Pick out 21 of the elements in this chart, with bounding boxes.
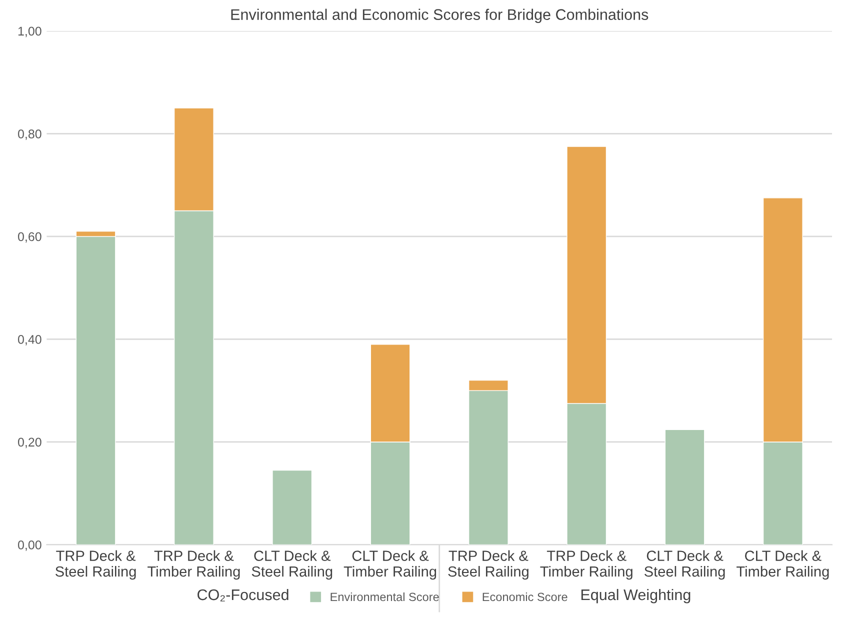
text: CO₂-Focused [198, 588, 288, 602]
legend-label: Economic Score [482, 592, 568, 602]
x-tick-label: CLT Deck & Timber Railing [736, 550, 829, 580]
x-tick-label: CLT Deck & Steel Railing [644, 550, 725, 580]
y-tick-label: 0,20 [18, 438, 42, 448]
x-tick-label: TRP Deck & Steel Railing [448, 550, 528, 580]
y-tick-label: 0,40 [18, 335, 42, 346]
x-tick-label: TRP Deck & Timber Railing [148, 550, 240, 580]
bar [272, 470, 312, 545]
x-tick-label: TRP Deck & Steel Railing [56, 550, 136, 580]
y-tick-label: 1,00 [18, 26, 42, 38]
legend-label: Environmental Score [330, 592, 439, 602]
y-tick-label: 0,60 [18, 232, 42, 243]
x-tick-label: CLT Deck & Steel Railing [252, 550, 332, 580]
text: Equal Weighting [581, 588, 690, 604]
y-tick-label: 0,80 [18, 130, 42, 140]
bar [664, 429, 705, 545]
y-tick-label: 0,00 [18, 540, 42, 551]
x-tick-label: CLT Deck & Timber Railing [344, 550, 436, 580]
x-tick-label: TRP Deck & Timber Railing [540, 550, 632, 580]
chart-title: Environmental and Economic Scores for Bridge Combinations [231, 8, 648, 24]
